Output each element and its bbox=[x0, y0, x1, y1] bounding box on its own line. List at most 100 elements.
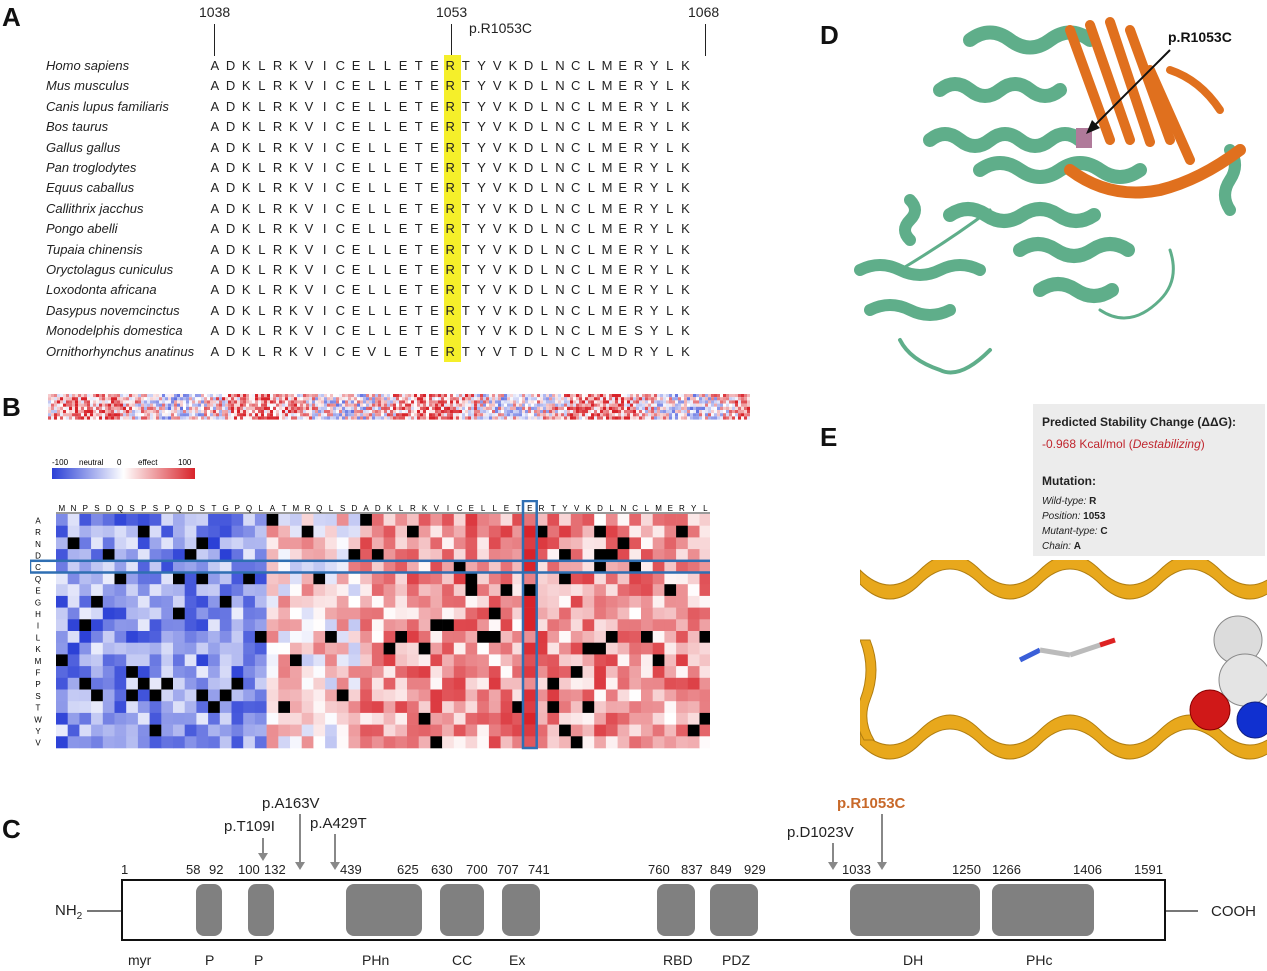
residue: D bbox=[225, 221, 236, 237]
strip-cell bbox=[747, 397, 750, 401]
strip-cell bbox=[303, 394, 306, 398]
heatmap-cell bbox=[594, 724, 607, 737]
strip-cell bbox=[393, 416, 396, 420]
heatmap-cell bbox=[418, 619, 431, 632]
strip-cell bbox=[720, 406, 723, 410]
strip-cell bbox=[723, 416, 726, 420]
heatmap-cell bbox=[418, 666, 431, 679]
heatmap-cell bbox=[290, 549, 302, 562]
heatmap-cell bbox=[219, 642, 232, 655]
strip-cell bbox=[162, 410, 165, 414]
residue: I bbox=[322, 200, 327, 216]
strip-cell bbox=[558, 400, 561, 404]
strip-cell bbox=[669, 403, 672, 407]
strip-cell bbox=[444, 394, 447, 398]
heatmap-column-label: K bbox=[422, 504, 428, 513]
strip-cell bbox=[504, 410, 507, 414]
strip-cell bbox=[321, 394, 324, 398]
strip-cell bbox=[627, 413, 630, 417]
strip-cell bbox=[282, 406, 285, 410]
heatmap-cell bbox=[430, 677, 443, 690]
residue: D bbox=[523, 221, 534, 237]
strip-cell bbox=[531, 403, 534, 407]
heatmap-cell bbox=[231, 666, 244, 679]
strip-cell bbox=[333, 403, 336, 407]
heatmap-cell bbox=[336, 642, 349, 655]
strip-cell bbox=[117, 397, 120, 401]
strip-cell bbox=[60, 394, 63, 398]
heatmap-cell bbox=[301, 724, 314, 737]
heatmap-cell bbox=[313, 654, 326, 667]
heatmap-cell bbox=[290, 537, 302, 550]
residue: E bbox=[398, 262, 408, 277]
heatmap-cell bbox=[524, 642, 536, 655]
strip-cell bbox=[150, 397, 153, 401]
heatmap-cell bbox=[348, 549, 361, 562]
strip-cell bbox=[315, 403, 318, 407]
strip-cell bbox=[183, 416, 186, 420]
residue: I bbox=[322, 78, 327, 94]
strip-cell bbox=[633, 406, 636, 410]
strip-cell bbox=[288, 410, 291, 414]
strip-cell bbox=[75, 406, 78, 410]
strip-cell bbox=[252, 413, 255, 417]
strip-cell bbox=[459, 397, 462, 401]
strip-cell bbox=[315, 406, 318, 410]
strip-cell bbox=[303, 416, 306, 420]
heatmap-cell bbox=[149, 525, 162, 538]
heatmap-cell bbox=[676, 677, 689, 690]
residue: N bbox=[555, 160, 565, 175]
strip-cell bbox=[339, 416, 342, 420]
residue: L bbox=[383, 119, 392, 135]
strip-cell bbox=[600, 394, 603, 398]
strip-cell bbox=[285, 397, 288, 401]
strip-cell bbox=[639, 416, 642, 420]
heatmap-cell bbox=[418, 701, 431, 714]
heatmap-cell bbox=[184, 654, 197, 667]
residue: K bbox=[241, 200, 251, 216]
strip-cell bbox=[312, 400, 315, 404]
residue: V bbox=[304, 98, 314, 114]
heatmap-cell bbox=[395, 584, 408, 597]
strip-cell bbox=[435, 403, 438, 407]
strip-cell bbox=[93, 413, 96, 417]
heatmap-cell bbox=[67, 619, 80, 632]
strip-cell bbox=[540, 403, 543, 407]
strip-cell bbox=[72, 400, 75, 404]
residue: L bbox=[587, 58, 595, 73]
strip-cell bbox=[399, 416, 402, 420]
strip-cell bbox=[96, 416, 99, 420]
heatmap-cell bbox=[348, 689, 361, 702]
strip-cell bbox=[399, 413, 402, 417]
residue: K bbox=[681, 139, 690, 155]
residue: K bbox=[508, 160, 518, 175]
strip-cell bbox=[342, 410, 345, 414]
residue: D bbox=[225, 119, 236, 135]
strip-cell bbox=[120, 416, 123, 420]
strip-cell bbox=[660, 406, 663, 410]
residue: T bbox=[414, 262, 423, 277]
strip-cell bbox=[615, 400, 618, 404]
strip-cell bbox=[735, 403, 738, 407]
residue: E bbox=[430, 302, 439, 318]
strip-cell bbox=[276, 403, 279, 407]
strip-cell bbox=[708, 416, 711, 420]
heatmap-cell bbox=[699, 572, 710, 585]
strip-cell bbox=[606, 410, 609, 414]
strip-cell bbox=[579, 400, 582, 404]
residue: V bbox=[304, 200, 314, 216]
residue: L bbox=[383, 98, 392, 114]
strip-cell bbox=[705, 413, 708, 417]
strip-cell bbox=[555, 403, 558, 407]
heatmap-row-label: R bbox=[35, 528, 41, 537]
residue: R bbox=[633, 343, 644, 359]
heatmap-cell bbox=[453, 525, 466, 538]
strip-cell bbox=[405, 394, 408, 398]
strip-cell bbox=[270, 416, 273, 420]
strip-cell bbox=[330, 400, 333, 404]
residue: L bbox=[383, 262, 392, 277]
strip-cell bbox=[207, 403, 210, 407]
heatmap-cell bbox=[56, 654, 68, 667]
